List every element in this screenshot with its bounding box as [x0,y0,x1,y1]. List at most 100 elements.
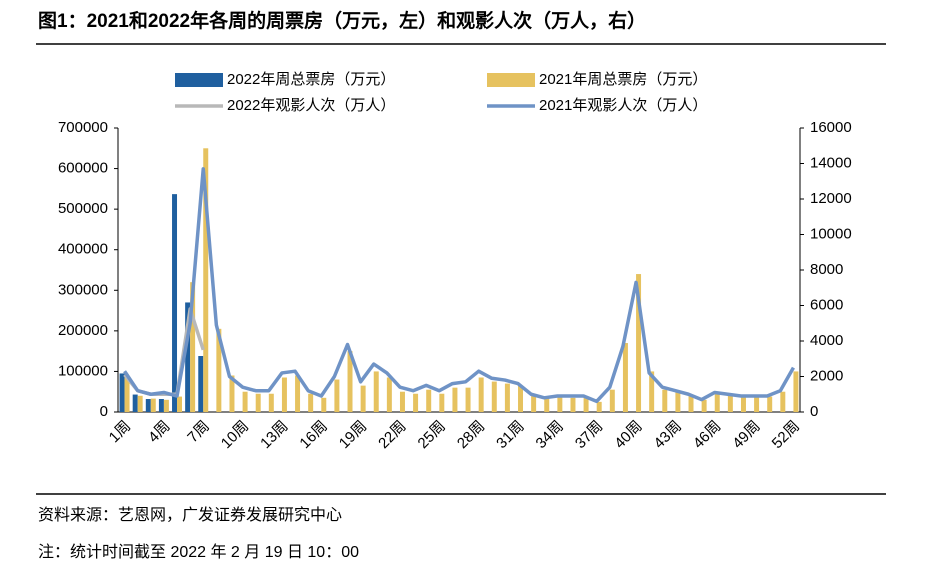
bar [203,148,209,413]
bar [145,399,151,412]
line [123,167,795,404]
y2-tick-label: 8000 [810,261,843,278]
bar [636,274,642,412]
legend-swatch [175,73,223,87]
legend-label: 2022年观影人次（万人） [227,97,395,114]
bar [132,394,138,412]
y-tick-label: 500000 [58,200,108,217]
y2-tick-label: 12000 [810,190,852,207]
x-tick-label: 16周 [296,418,330,452]
y2-tick-label: 2000 [810,367,843,384]
bar [504,383,510,412]
x-tick-label: 37周 [572,418,606,452]
x-tick-label: 52周 [769,418,803,452]
x-tick-label: 25周 [415,418,449,452]
bar [268,393,274,412]
bar [163,399,169,412]
y2-tick-label: 14000 [810,154,852,171]
bar [478,377,484,412]
bar [229,375,235,412]
bar [360,385,366,412]
x-tick-label: 1周 [106,418,135,447]
bar [531,395,537,412]
bar [780,391,786,412]
y2-tick-label: 0 [810,403,818,420]
bar [242,391,248,412]
legend-label: 2021年观影人次（万人） [539,97,707,114]
y2-tick-label: 16000 [810,119,852,136]
bar [767,396,773,412]
y-tick-label: 100000 [58,362,108,379]
bar [714,391,720,412]
source: 资料来源：艺恩网，广发证券发展研究中心 [38,506,342,524]
bar [216,328,222,412]
y2-tick-label: 4000 [810,332,843,349]
bar [386,377,392,412]
x-tick-label: 40周 [611,418,645,452]
legend-label: 2022年周总票房（万元） [227,71,395,88]
x-tick-label: 10周 [218,418,252,452]
chart-title: 图1：2021和2022年各周的周票房（万元，左）和观影人次（万人，右） [38,9,646,32]
bar [347,351,353,412]
bar [740,396,746,412]
x-tick-label: 34周 [533,418,567,452]
x-tick-label: 4周 [145,418,174,447]
bar [465,387,471,412]
bar [596,401,602,412]
bar [119,373,125,412]
bar [399,391,405,412]
bar [583,396,589,412]
bar [150,398,156,412]
bar [662,389,668,412]
bar [124,377,130,412]
bar [622,343,628,412]
bar [413,393,419,412]
bar [649,371,655,412]
bar [701,399,707,412]
bar [609,389,615,412]
bar [793,371,799,412]
y2-tick-label: 6000 [810,296,843,313]
bar [295,375,301,412]
x-tick-label: 28周 [454,418,488,452]
bar [177,396,183,412]
x-tick-label: 22周 [375,418,409,452]
bar [570,397,576,412]
bar [518,385,524,412]
y-tick-label: 700000 [58,119,108,136]
bar [158,399,164,412]
bar [334,379,340,412]
bar [688,395,694,412]
x-tick-label: 46周 [690,418,724,452]
x-tick-label: 31周 [493,418,527,452]
x-tick-label: 19周 [336,418,370,452]
x-tick-label: 49周 [729,418,763,452]
bar [754,396,760,412]
bar [373,371,379,412]
bar [557,396,563,412]
bar [452,387,458,412]
y2-tick-label: 10000 [810,225,852,242]
bar [675,391,681,412]
bar [426,389,432,412]
y-tick-label: 0 [100,403,108,420]
bar [190,282,196,412]
bar [137,395,143,412]
bar [308,393,314,412]
y-tick-label: 400000 [58,241,108,258]
x-tick-label: 13周 [257,418,291,452]
legend-swatch [487,73,535,87]
bar [321,397,327,412]
bar [185,302,191,412]
x-tick-label: 7周 [184,418,213,447]
bar [439,393,445,412]
legend-label: 2021年周总票房（万元） [539,71,707,88]
x-tick-label: 43周 [651,418,685,452]
bar [544,397,550,412]
bar [198,356,204,412]
bar [727,393,733,412]
bar [255,393,261,412]
note: 注：统计时间截至 2022 年 2 月 19 日 10：00 [38,543,359,561]
y-tick-label: 300000 [58,281,108,298]
